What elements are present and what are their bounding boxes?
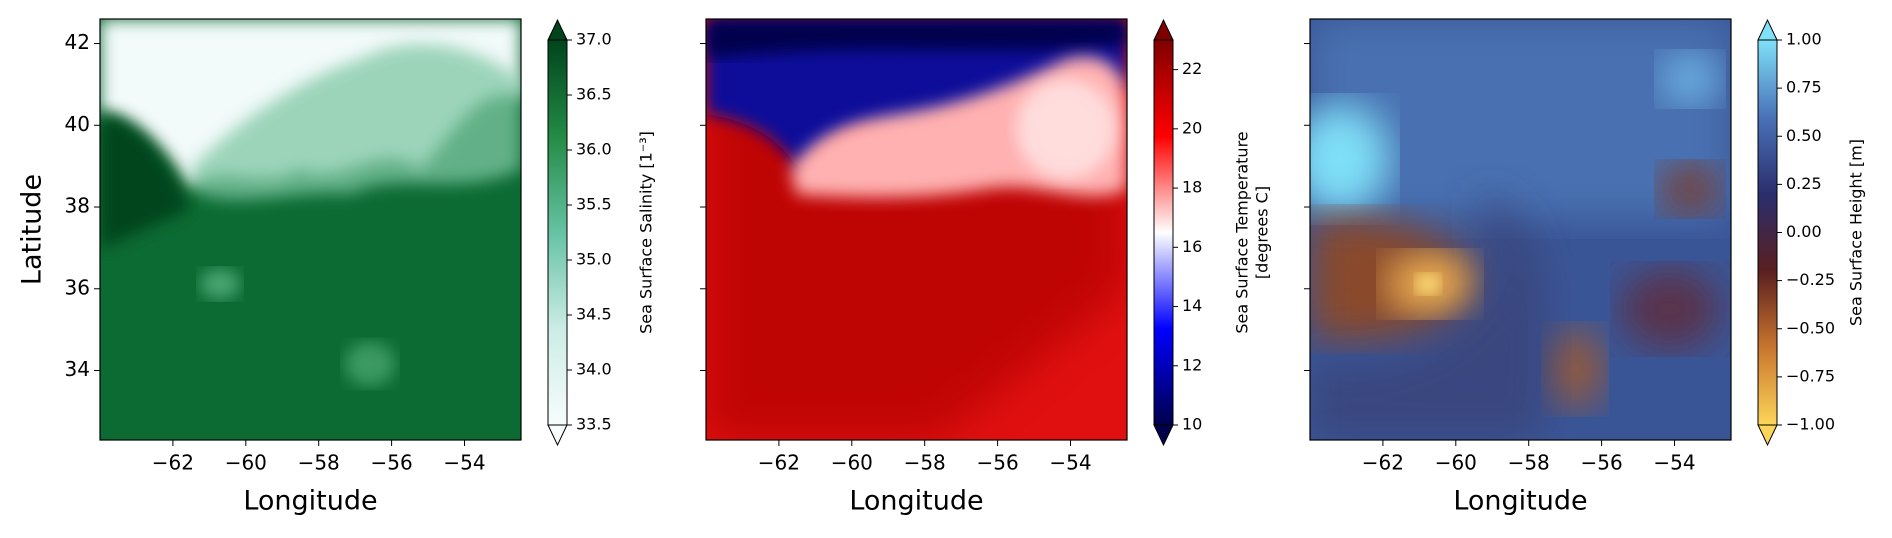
y-axis-label: Latitude [17, 174, 48, 285]
colorbar [548, 40, 567, 425]
colorbar-label: Sea Surface Salinity [1⁻³] [637, 131, 656, 334]
colorbar-extend [1153, 424, 1174, 447]
colorbar-label: [degrees C] [1253, 186, 1272, 279]
x-tick-label: −60 [831, 451, 873, 475]
x-tick-label: −54 [1653, 451, 1695, 475]
colorbar-tick-label: 35.0 [576, 250, 612, 269]
heatmap [706, 19, 1127, 440]
colorbar-tick-label: 35.5 [576, 195, 612, 214]
x-tick-label: −54 [443, 451, 485, 475]
colorbar-tick-label: 0.00 [1786, 222, 1822, 241]
colorbar-tick-label: 36.5 [576, 85, 612, 104]
colorbar-tick-label: 36.0 [576, 140, 612, 159]
field [1310, 189, 1548, 440]
colorbar-tick-label: −0.50 [1786, 318, 1835, 337]
colorbar-tick-label: 14 [1182, 296, 1202, 315]
y-tick-label: 42 [65, 30, 90, 54]
colorbar-tick-label: −1.00 [1786, 415, 1835, 434]
colorbar-extend [1153, 18, 1174, 41]
x-tick-label: −58 [904, 451, 946, 475]
colorbar [1758, 40, 1777, 425]
y-tick-label: 34 [65, 357, 90, 381]
colorbar-tick-label: 18 [1182, 178, 1202, 197]
colorbar-tick-label: 0.75 [1786, 78, 1822, 97]
x-tick-label: −62 [152, 451, 194, 475]
field [1416, 274, 1440, 294]
colorbar-tick-label: 34.5 [576, 305, 612, 324]
x-axis-label: Longitude [1453, 486, 1587, 517]
colorbar-tick-label: −0.25 [1786, 270, 1835, 289]
field [190, 44, 521, 200]
colorbar-frame [547, 39, 568, 426]
field [706, 19, 1127, 174]
x-tick-label: −56 [976, 451, 1018, 475]
colorbar-tick-label: 0.25 [1786, 174, 1822, 193]
y-tick-label: 40 [65, 112, 90, 136]
colorbar-extend [547, 18, 568, 41]
x-tick-label: −56 [1580, 451, 1622, 475]
x-tick-label: −62 [1362, 451, 1404, 475]
colorbar-extend [547, 424, 568, 447]
heatmap [1310, 19, 1731, 440]
colorbar-tick-label: 16 [1182, 237, 1202, 256]
colorbar-tick-label: 20 [1182, 118, 1202, 137]
x-tick-label: −58 [298, 451, 340, 475]
field [100, 114, 190, 249]
x-tick-label: −60 [225, 451, 267, 475]
field [1016, 79, 1116, 179]
colorbar-tick-label: −0.75 [1786, 366, 1835, 385]
y-tick-label: 38 [65, 194, 90, 218]
x-tick-label: −58 [1508, 451, 1550, 475]
field [1660, 164, 1720, 214]
colorbar-tick-label: 22 [1182, 59, 1202, 78]
colorbar-extend [1757, 18, 1778, 41]
field [1660, 54, 1720, 104]
axes-frame [99, 18, 522, 441]
colorbar-label: Sea Surface Temperature [1233, 131, 1252, 333]
colorbar-tick-label: 0.50 [1786, 126, 1822, 145]
colorbar-tick-label: 12 [1182, 355, 1202, 374]
field [200, 269, 240, 299]
x-tick-label: −56 [370, 451, 412, 475]
colorbar [1154, 40, 1173, 425]
x-axis-label: Longitude [243, 486, 377, 517]
colorbar-tick-label: 1.00 [1786, 30, 1822, 49]
field [706, 19, 1127, 59]
colorbar-tick-label: 37.0 [576, 30, 612, 49]
colorbar-tick-label: 33.5 [576, 415, 612, 434]
axes-frame [1309, 18, 1732, 441]
x-tick-label: −60 [1435, 451, 1477, 475]
axes-frame [705, 18, 1128, 441]
y-tick-label: 36 [65, 275, 90, 299]
heatmap [100, 19, 521, 440]
colorbar-frame [1153, 39, 1174, 426]
x-axis-label: Longitude [849, 486, 983, 517]
field [1547, 329, 1603, 409]
field [1310, 104, 1390, 214]
colorbar-tick-label: 34.0 [576, 360, 612, 379]
colorbar-label: Sea Surface Height [m] [1847, 139, 1866, 326]
field [1620, 269, 1720, 349]
colorbar-extend [1757, 424, 1778, 447]
colorbar-tick-label: 10 [1182, 415, 1202, 434]
field [345, 342, 395, 386]
x-tick-label: −62 [758, 451, 800, 475]
x-tick-label: −54 [1049, 451, 1091, 475]
